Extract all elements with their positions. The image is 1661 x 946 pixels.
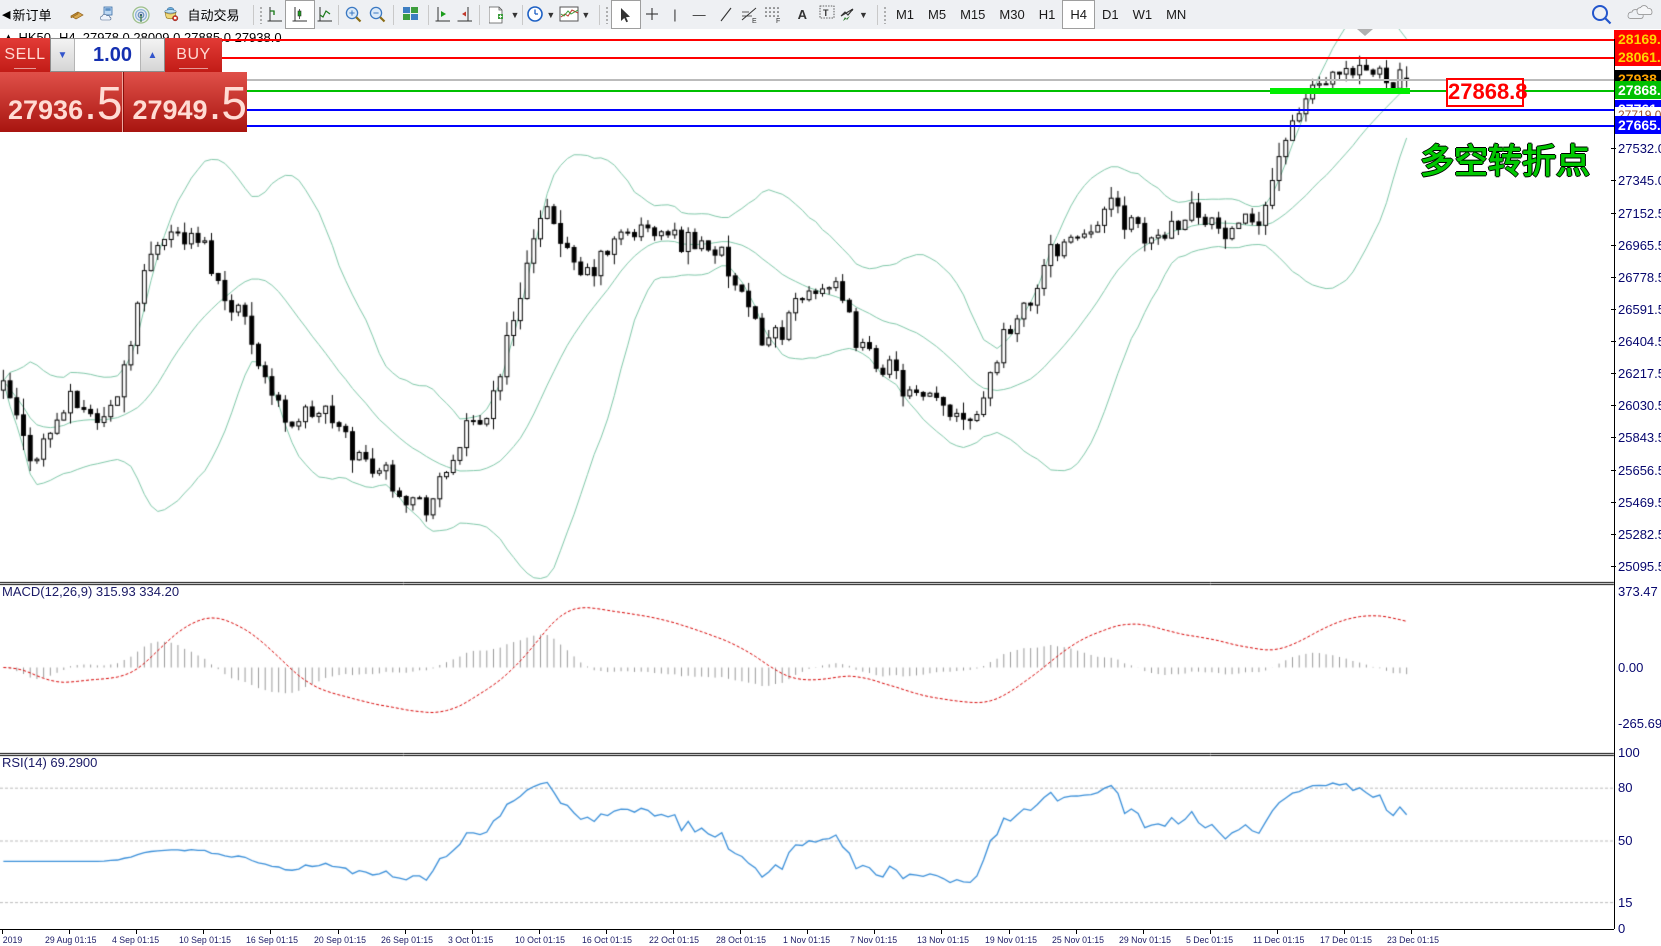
svg-text:F: F [776,18,780,25]
svg-text:T: T [823,8,829,18]
svg-text:E: E [752,18,757,25]
